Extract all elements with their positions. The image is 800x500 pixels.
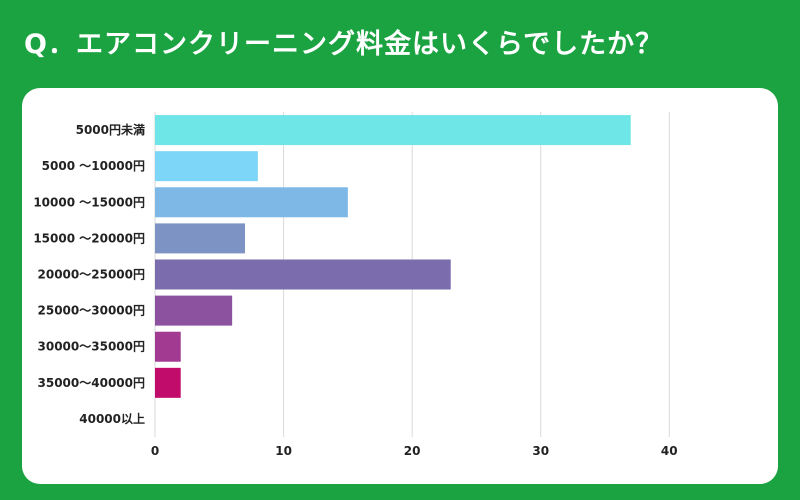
category-label-4: 20000～25000円 (38, 268, 146, 282)
bar-3 (155, 223, 245, 254)
category-label-0: 5000円未満 (76, 122, 145, 137)
x-tick-label-4: 40 (661, 444, 678, 458)
x-tick-label-1: 10 (275, 444, 292, 458)
category-label-6: 30000～35000円 (38, 340, 146, 354)
x-tick-label-0: 0 (151, 444, 159, 458)
category-label-2: 10000 ～15000円 (33, 195, 145, 209)
bar-5 (155, 295, 233, 326)
bar-7 (155, 367, 181, 398)
bar-1 (155, 151, 258, 182)
x-tick-label-3: 30 (532, 444, 549, 458)
bar-2 (155, 187, 348, 218)
bar-6 (155, 331, 181, 362)
x-tick-label-2: 20 (404, 444, 421, 458)
category-label-7: 35000～40000円 (38, 376, 146, 390)
category-label-1: 5000 ～10000円 (42, 159, 145, 173)
category-label-8: 40000以上 (79, 411, 145, 426)
chart-title: Q．エアコンクリーニング料金はいくらでしたか？ (24, 29, 664, 60)
bar-0 (155, 115, 631, 146)
bar-4 (155, 259, 451, 290)
category-label-5: 25000～30000円 (38, 304, 146, 318)
category-label-3: 15000 ～20000円 (33, 231, 145, 245)
